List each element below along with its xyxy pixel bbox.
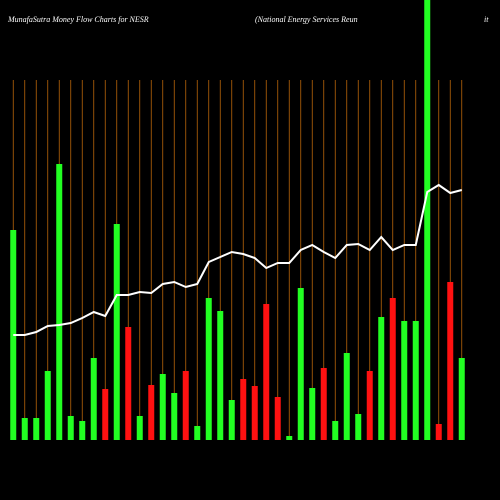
bar bbox=[102, 389, 109, 440]
bar bbox=[79, 421, 86, 440]
bar bbox=[424, 0, 431, 440]
bar bbox=[435, 424, 442, 440]
chart-subtitle-end: it bbox=[484, 15, 489, 24]
bar bbox=[286, 436, 293, 440]
bar bbox=[159, 374, 166, 440]
bar bbox=[332, 421, 339, 440]
bar bbox=[355, 414, 362, 440]
bar bbox=[309, 388, 316, 440]
bar bbox=[366, 371, 373, 440]
bar bbox=[182, 371, 189, 440]
bar bbox=[320, 368, 327, 440]
bar bbox=[125, 327, 132, 440]
bar bbox=[401, 321, 408, 440]
bar bbox=[389, 298, 396, 440]
bar bbox=[136, 416, 143, 440]
bar bbox=[67, 416, 74, 440]
bar bbox=[217, 311, 224, 440]
bar bbox=[228, 400, 235, 440]
bar bbox=[274, 397, 281, 440]
bar bbox=[56, 164, 63, 440]
flow-line bbox=[13, 183, 463, 336]
bar bbox=[33, 418, 40, 440]
bar bbox=[458, 358, 465, 440]
bar bbox=[240, 379, 247, 440]
bar bbox=[378, 317, 385, 440]
bar bbox=[44, 371, 51, 440]
bar bbox=[113, 224, 120, 440]
bar bbox=[447, 282, 454, 440]
chart-title: MunafaSutra Money Flow Charts for NESR bbox=[7, 15, 149, 24]
bar bbox=[205, 298, 212, 440]
chart-subtitle: (National Energy Services Reun bbox=[255, 15, 358, 24]
bar bbox=[171, 393, 178, 440]
bar bbox=[21, 418, 28, 440]
bar bbox=[297, 288, 304, 440]
bar bbox=[251, 386, 258, 440]
bar bbox=[194, 426, 201, 440]
bar bbox=[263, 304, 270, 440]
bar bbox=[412, 321, 419, 440]
bar bbox=[343, 353, 350, 440]
bar bbox=[90, 358, 97, 440]
bar bbox=[148, 385, 155, 440]
